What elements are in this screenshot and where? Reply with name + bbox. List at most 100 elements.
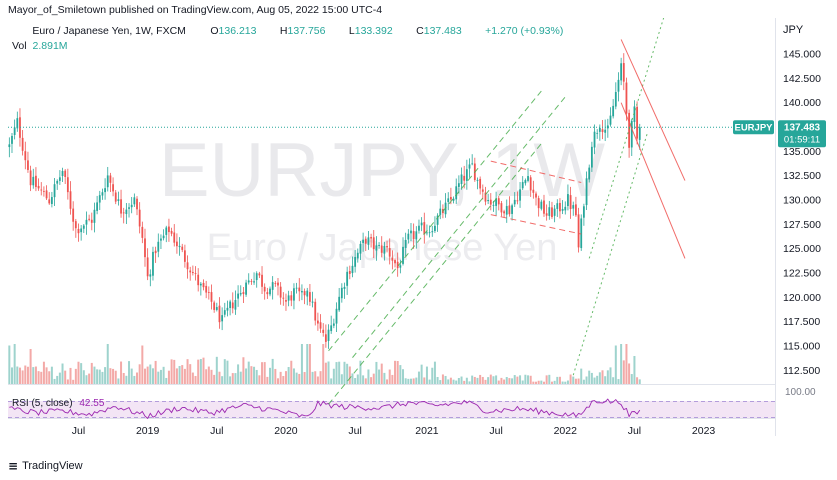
candle-body[interactable]	[396, 261, 399, 269]
candle-body[interactable]	[638, 127, 641, 140]
candle-body[interactable]	[625, 82, 628, 114]
candle-body[interactable]	[271, 282, 274, 290]
candle-body[interactable]	[8, 144, 11, 148]
candle-body[interactable]	[537, 198, 540, 209]
candle-body[interactable]	[24, 151, 27, 161]
candle-body[interactable]	[274, 283, 277, 284]
candle-body[interactable]	[399, 265, 402, 268]
candle-body[interactable]	[231, 302, 234, 309]
candle-body[interactable]	[197, 274, 200, 286]
candle-body[interactable]	[19, 117, 21, 138]
candle-body[interactable]	[524, 180, 527, 184]
candle-body[interactable]	[48, 199, 51, 204]
candle-body[interactable]	[154, 250, 157, 254]
candle-body[interactable]	[279, 286, 282, 298]
candle-body[interactable]	[120, 199, 122, 214]
candle-body[interactable]	[242, 292, 245, 295]
candle-body[interactable]	[138, 209, 141, 227]
trend-line-9[interactable]	[620, 102, 686, 259]
candle-body[interactable]	[82, 225, 85, 229]
candle-body[interactable]	[74, 221, 77, 229]
candle-body[interactable]	[178, 245, 181, 248]
candle-body[interactable]	[383, 245, 386, 254]
candle-body[interactable]	[505, 206, 508, 215]
candle-body[interactable]	[335, 308, 338, 324]
candle-body[interactable]	[168, 226, 170, 233]
candle-body[interactable]	[356, 252, 359, 259]
candle-body[interactable]	[375, 245, 378, 251]
candle-body[interactable]	[593, 131, 596, 148]
candle-body[interactable]	[489, 199, 492, 205]
candle-body[interactable]	[88, 218, 91, 220]
candle-body[interactable]	[160, 238, 162, 241]
candle-body[interactable]	[152, 251, 154, 276]
candle-body[interactable]	[516, 200, 519, 202]
candle-body[interactable]	[354, 257, 357, 267]
candle-body[interactable]	[431, 231, 434, 233]
candle-body[interactable]	[261, 274, 263, 287]
candle-body[interactable]	[66, 177, 69, 193]
candles[interactable]	[8, 53, 641, 349]
rsi-line[interactable]	[9, 398, 641, 420]
candle-body[interactable]	[449, 197, 452, 200]
candle-body[interactable]	[543, 200, 545, 214]
candle-body[interactable]	[207, 292, 210, 293]
price-axis[interactable]: 145.000142.500140.000137.500135.000132.5…	[783, 49, 821, 377]
tradingview-logo-icon[interactable]: ≡	[8, 459, 19, 473]
candle-body[interactable]	[447, 198, 450, 202]
candle-body[interactable]	[290, 295, 293, 301]
author-name[interactable]: Mayor_of_Smiletown	[8, 4, 107, 16]
candle-body[interactable]	[370, 237, 372, 239]
candle-body[interactable]	[314, 301, 317, 321]
candle-body[interactable]	[223, 310, 226, 315]
candle-body[interactable]	[324, 334, 327, 342]
candle-body[interactable]	[322, 329, 325, 333]
candle-body[interactable]	[194, 273, 197, 274]
candle-body[interactable]	[253, 281, 255, 283]
candle-body[interactable]	[598, 127, 601, 132]
candle-body[interactable]	[162, 235, 165, 239]
candle-body[interactable]	[210, 292, 213, 302]
candle-body[interactable]	[364, 238, 367, 244]
candle-body[interactable]	[144, 238, 146, 258]
candle-body[interactable]	[316, 320, 319, 324]
candle-body[interactable]	[56, 180, 59, 184]
candle-body[interactable]	[410, 230, 412, 234]
candle-body[interactable]	[500, 203, 503, 213]
trend-line-2[interactable]	[328, 143, 542, 405]
candle-body[interactable]	[311, 301, 314, 303]
candle-body[interactable]	[245, 282, 247, 295]
trend-line-8[interactable]	[620, 39, 686, 181]
candle-body[interactable]	[93, 209, 96, 223]
candle-body[interactable]	[476, 179, 479, 181]
candle-body[interactable]	[282, 297, 285, 299]
trend-line-5[interactable]	[490, 214, 582, 235]
candle-body[interactable]	[423, 222, 426, 235]
candle-body[interactable]	[556, 203, 559, 209]
candle-body[interactable]	[484, 192, 487, 202]
candle-body[interactable]	[181, 246, 184, 250]
candle-body[interactable]	[98, 195, 101, 203]
candle-body[interactable]	[133, 197, 136, 205]
candle-body[interactable]	[141, 226, 144, 238]
candle-body[interactable]	[50, 197, 53, 205]
candle-body[interactable]	[622, 63, 625, 82]
candle-body[interactable]	[215, 307, 218, 310]
candle-body[interactable]	[391, 257, 394, 261]
candle-body[interactable]	[96, 202, 99, 211]
candle-body[interactable]	[521, 182, 524, 189]
candle-body[interactable]	[45, 190, 48, 199]
candle-body[interactable]	[367, 237, 370, 245]
candle-body[interactable]	[633, 106, 636, 122]
time-axis[interactable]: Jul 2019 Jul 2020 Jul 2021 Jul 2022 Jul 2023	[72, 425, 716, 437]
candle-body[interactable]	[492, 204, 495, 206]
candle-body[interactable]	[258, 273, 261, 276]
candle-body[interactable]	[420, 222, 423, 226]
candle-body[interactable]	[630, 120, 633, 148]
candle-body[interactable]	[239, 293, 242, 295]
candle-body[interactable]	[412, 231, 415, 240]
candle-body[interactable]	[149, 274, 152, 277]
candle-body[interactable]	[109, 175, 112, 183]
candle-body[interactable]	[426, 232, 428, 234]
candle-body[interactable]	[359, 243, 362, 254]
